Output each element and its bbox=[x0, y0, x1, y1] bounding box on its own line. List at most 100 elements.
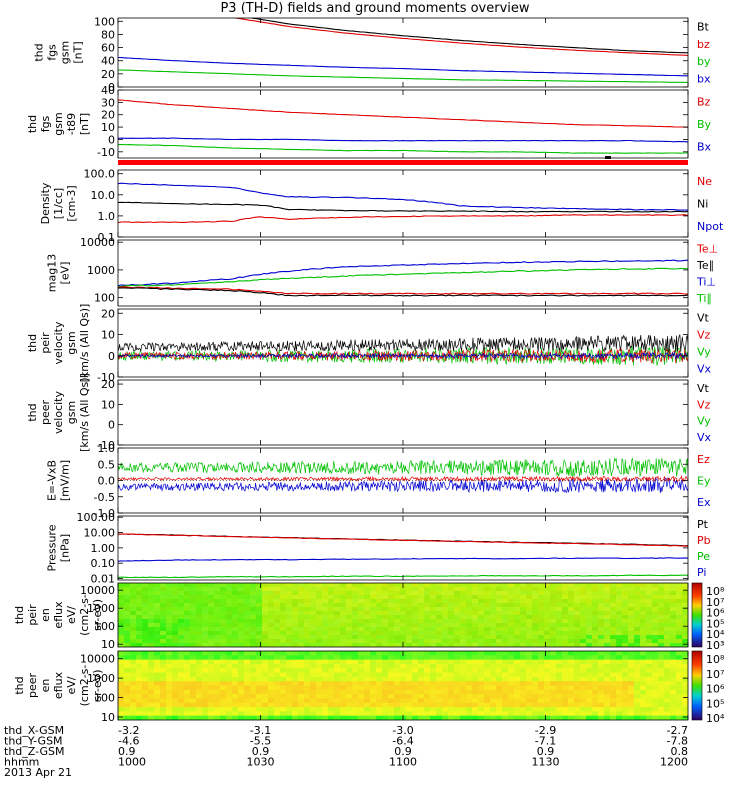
heatmap-cell bbox=[436, 698, 443, 704]
heatmap-cell bbox=[460, 685, 467, 691]
heatmap-cell bbox=[280, 587, 287, 592]
heatmap-cell bbox=[208, 591, 215, 596]
heatmap-cell bbox=[244, 599, 251, 604]
heatmap-cell bbox=[430, 672, 437, 678]
series-lines bbox=[118, 18, 688, 83]
heatmap-cell bbox=[220, 651, 227, 656]
ephemeris-value: 1130 bbox=[532, 756, 560, 769]
heatmap-cell bbox=[616, 623, 623, 628]
heatmap-cell bbox=[130, 643, 137, 647]
heatmap-cell bbox=[592, 707, 599, 712]
heatmap-cell bbox=[118, 623, 125, 628]
heatmap-cell bbox=[676, 643, 683, 647]
heatmap-cell bbox=[538, 676, 545, 682]
heatmap-cell bbox=[190, 595, 197, 600]
heatmap-cell bbox=[466, 702, 473, 708]
heatmap-cell bbox=[526, 689, 533, 695]
heatmap-cell bbox=[550, 698, 557, 704]
heatmap-cell bbox=[340, 591, 347, 596]
heatmap-cell bbox=[166, 707, 173, 712]
heatmap-cell bbox=[676, 607, 683, 612]
heatmap-cell bbox=[418, 715, 425, 720]
heatmap-cell bbox=[340, 676, 347, 682]
heatmap-cell bbox=[214, 599, 221, 604]
legend-entry: Pt bbox=[697, 518, 709, 531]
heatmap-cell bbox=[178, 711, 185, 717]
heatmap-cell bbox=[646, 591, 653, 596]
heatmap-cell bbox=[220, 681, 227, 687]
heatmap-cell bbox=[394, 681, 401, 687]
heatmap-cell bbox=[478, 711, 485, 717]
heatmap-cell bbox=[664, 668, 671, 674]
heatmap-cell bbox=[460, 672, 467, 678]
heatmap-cell bbox=[598, 676, 605, 682]
heatmap-cell bbox=[208, 611, 215, 616]
heatmap-cell bbox=[610, 711, 617, 717]
heatmap-cell bbox=[310, 676, 317, 682]
heatmap-cell bbox=[334, 711, 341, 717]
heatmap-cell bbox=[574, 672, 581, 678]
heatmap-cell bbox=[646, 655, 653, 661]
heatmap-cell bbox=[430, 663, 437, 669]
heatmap-cell bbox=[676, 635, 683, 640]
heatmap-cell bbox=[418, 587, 425, 592]
heatmap-cell bbox=[664, 635, 671, 640]
heatmap-cell bbox=[508, 627, 515, 632]
heatmap-cell bbox=[670, 607, 677, 612]
heatmap-cell bbox=[556, 631, 563, 636]
heatmap-cell bbox=[556, 599, 563, 604]
heatmap-cell bbox=[472, 655, 479, 661]
heatmap-cell bbox=[118, 711, 125, 717]
heatmap-cell bbox=[670, 599, 677, 604]
heatmap-cell bbox=[178, 631, 185, 636]
heatmap-cell bbox=[472, 631, 479, 636]
heatmap-cell bbox=[382, 599, 389, 604]
heatmap-cell bbox=[466, 635, 473, 640]
heatmap-cell bbox=[472, 619, 479, 624]
heatmap-cell bbox=[262, 639, 269, 644]
heatmap-cell bbox=[286, 672, 293, 678]
heatmap-cell bbox=[124, 676, 131, 682]
heatmap-cell bbox=[496, 689, 503, 695]
heatmap-cell bbox=[400, 615, 407, 620]
heatmap-cell bbox=[478, 639, 485, 644]
heatmap-cell bbox=[316, 619, 323, 624]
heatmap-cell bbox=[634, 694, 641, 700]
heatmap-cell bbox=[496, 715, 503, 720]
ephemeris-value: -7.8 bbox=[667, 735, 688, 748]
heatmap-cell bbox=[232, 694, 239, 700]
heatmap-cell bbox=[436, 685, 443, 691]
heatmap-cell bbox=[232, 689, 239, 695]
heatmap-cell bbox=[118, 672, 125, 678]
heatmap-cell bbox=[610, 583, 617, 588]
heatmap-cell bbox=[412, 689, 419, 695]
heatmap-cell bbox=[496, 698, 503, 704]
heatmap-cell bbox=[328, 663, 335, 669]
heatmap-cell bbox=[124, 711, 131, 717]
heatmap-cell bbox=[118, 702, 125, 708]
heatmap-cell bbox=[196, 689, 203, 695]
heatmap-cell bbox=[550, 655, 557, 661]
heatmap-cell bbox=[610, 676, 617, 682]
heatmap-cell bbox=[184, 627, 191, 632]
heatmap-cell bbox=[430, 685, 437, 691]
heatmap-cell bbox=[334, 635, 341, 640]
heatmap-cell bbox=[250, 599, 257, 604]
heatmap-cell bbox=[520, 707, 527, 712]
heatmap-cell bbox=[394, 587, 401, 592]
heatmap-cell bbox=[232, 702, 239, 708]
heatmap-cell bbox=[400, 707, 407, 712]
heatmap-cell bbox=[502, 681, 509, 687]
heatmap-cell bbox=[160, 689, 167, 695]
heatmap-cell bbox=[238, 707, 245, 712]
heatmap-cell bbox=[328, 668, 335, 674]
heatmap-cell bbox=[364, 587, 371, 592]
heatmap-cell bbox=[298, 639, 305, 644]
heatmap-cell bbox=[148, 599, 155, 604]
heatmap-cell bbox=[514, 663, 521, 669]
legend-entry: Ex bbox=[697, 496, 711, 509]
heatmap-cell bbox=[136, 595, 143, 600]
heatmap-cell bbox=[226, 689, 233, 695]
heatmap-cell bbox=[322, 668, 329, 674]
heatmap-cell bbox=[670, 711, 677, 717]
